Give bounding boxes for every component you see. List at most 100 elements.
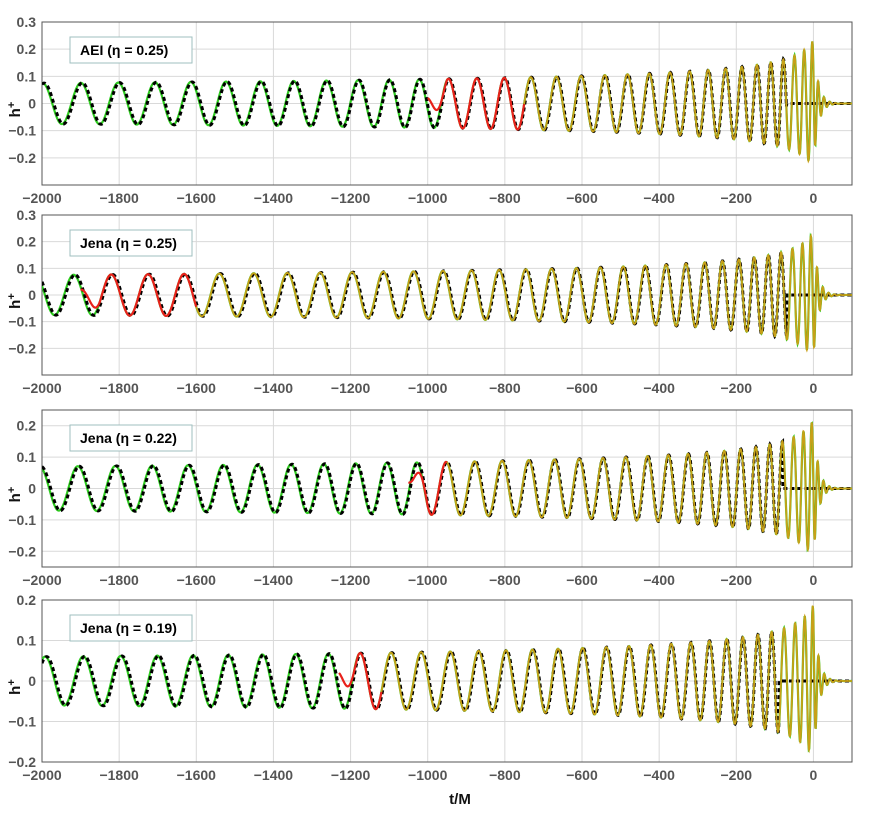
x-tick-label: −600 (566, 190, 598, 206)
x-tick-label: −600 (566, 572, 598, 588)
x-tick-label: −600 (566, 767, 598, 783)
y-tick-label: 0.3 (17, 14, 37, 30)
y-tick-label: −0.2 (8, 150, 36, 166)
x-tick-label: −2000 (22, 767, 62, 783)
x-tick-label: −400 (643, 572, 675, 588)
x-tick-label: 0 (810, 380, 818, 396)
series-blend-window (80, 272, 198, 318)
x-tick-label: 0 (810, 767, 818, 783)
y-tick-label: 0.1 (17, 260, 37, 276)
x-tick-label: −1800 (99, 767, 139, 783)
x-tick-label: −200 (721, 190, 753, 206)
x-tick-label: −1000 (408, 380, 448, 396)
y-tick-label: 0.1 (17, 633, 37, 649)
x-tick-label: −800 (489, 572, 521, 588)
panel-1: −2000 −1800 −1600 −1400 −1200 −1000 −800 −600 −4… (6, 14, 853, 206)
x-tick-label: −800 (489, 767, 521, 783)
legend-label: Jena (η = 0.22) (80, 430, 177, 446)
x-tick-label: −2000 (22, 190, 62, 206)
y-tick-label: 0.3 (17, 207, 37, 223)
panel-3: −2000 −1800 −1600 −1400 −1200 −1000 −800 −600 −4… (6, 409, 853, 588)
x-tick-label: −1400 (254, 572, 294, 588)
curves (42, 232, 852, 353)
x-tick-label: −800 (489, 190, 521, 206)
series-hybrid (523, 41, 852, 164)
legend-box (69, 229, 193, 257)
legend: Jena (η = 0.22) (69, 424, 193, 452)
x-tick-label: −600 (566, 380, 598, 396)
legend-box (69, 424, 193, 452)
x-tick-label: −1400 (254, 767, 294, 783)
x-tick-label: −400 (643, 190, 675, 206)
x-tick-label: −1800 (99, 190, 139, 206)
y-tick-label: −0.2 (8, 754, 36, 770)
x-tick-label: −1600 (177, 190, 217, 206)
axes-box (41, 214, 853, 376)
y-tick-label: 0.1 (17, 449, 37, 465)
series-hybrid (446, 422, 852, 553)
y-tick-label: −0.1 (8, 512, 36, 528)
y-tick-label: −0.1 (8, 314, 36, 330)
x-tick-label: −1600 (177, 380, 217, 396)
legend-label: AEI (η = 0.25) (80, 42, 168, 58)
y-axis-label-subscript: + (6, 102, 18, 108)
x-tick-label: −2000 (22, 572, 62, 588)
panel-4: −2000 −1800 −1600 −1400 −1200 −1000 −800 −600 −4… (6, 592, 853, 783)
legend: Jena (η = 0.25) (69, 229, 193, 257)
y-axis-label-subscript: + (6, 679, 18, 685)
x-tick-label: −800 (489, 380, 521, 396)
x-tick-label: −1600 (177, 767, 217, 783)
series-hybrid (380, 605, 852, 754)
x-tick-label: −1800 (99, 380, 139, 396)
x-tick-label: −400 (643, 380, 675, 396)
x-tick-label: −1200 (331, 380, 371, 396)
x-tick-label: −1400 (254, 190, 294, 206)
x-tick-label: 0 (810, 572, 818, 588)
x-tick-label: −200 (721, 380, 753, 396)
y-tick-label: 0 (28, 287, 36, 303)
legend: AEI (η = 0.25) (69, 36, 193, 64)
series-blend-window (427, 76, 526, 131)
y-tick-label: −0.1 (8, 714, 36, 730)
x-tick-label: −1600 (177, 572, 217, 588)
x-tick-label: −1800 (99, 572, 139, 588)
x-tick-label: −400 (643, 767, 675, 783)
x-tick-label: −1400 (254, 380, 294, 396)
legend-label: Jena (η = 0.19) (80, 620, 177, 636)
x-tick-label: −1200 (331, 767, 371, 783)
y-axis-label-subscript: + (6, 293, 18, 299)
y-tick-label: 0.2 (17, 418, 37, 434)
x-tick-label: −2000 (22, 380, 62, 396)
y-axis-label-subscript: + (6, 487, 18, 493)
y-tick-label: 0.2 (17, 234, 37, 250)
x-tick-label: 0 (810, 190, 818, 206)
y-tick-label: 0.2 (17, 41, 37, 57)
x-tick-label: −200 (721, 767, 753, 783)
y-tick-label: −0.2 (8, 340, 36, 356)
x-tick-label: −1200 (331, 190, 371, 206)
legend: Jena (η = 0.19) (69, 614, 193, 642)
x-tick-label: −200 (721, 572, 753, 588)
y-tick-label: 0 (28, 96, 36, 112)
y-tick-label: −0.2 (8, 543, 36, 559)
legend-box (69, 614, 193, 642)
y-tick-label: 0 (28, 673, 36, 689)
curves (42, 605, 852, 754)
y-tick-label: 0 (28, 481, 36, 497)
panel-2: −2000 −1800 −1600 −1400 −1200 −1000 −800 −600 −4… (6, 207, 853, 396)
y-tick-label: −0.1 (8, 123, 36, 139)
legend-box (69, 36, 193, 64)
x-tick-label: −1000 (408, 767, 448, 783)
panels-group: −2000 −1800 −1600 −1400 −1200 −1000 −800 −600 −4… (6, 14, 853, 783)
series-blend-window (407, 460, 448, 516)
y-tick-label: 0.2 (17, 592, 37, 608)
y-tick-label: 0.1 (17, 68, 37, 84)
series-blend-window (338, 652, 383, 711)
curves (42, 421, 852, 553)
x-tick-label: −1200 (331, 572, 371, 588)
x-tick-label: −1000 (408, 190, 448, 206)
legend-label: Jena (η = 0.25) (80, 235, 177, 251)
series-hybrid (195, 233, 852, 353)
